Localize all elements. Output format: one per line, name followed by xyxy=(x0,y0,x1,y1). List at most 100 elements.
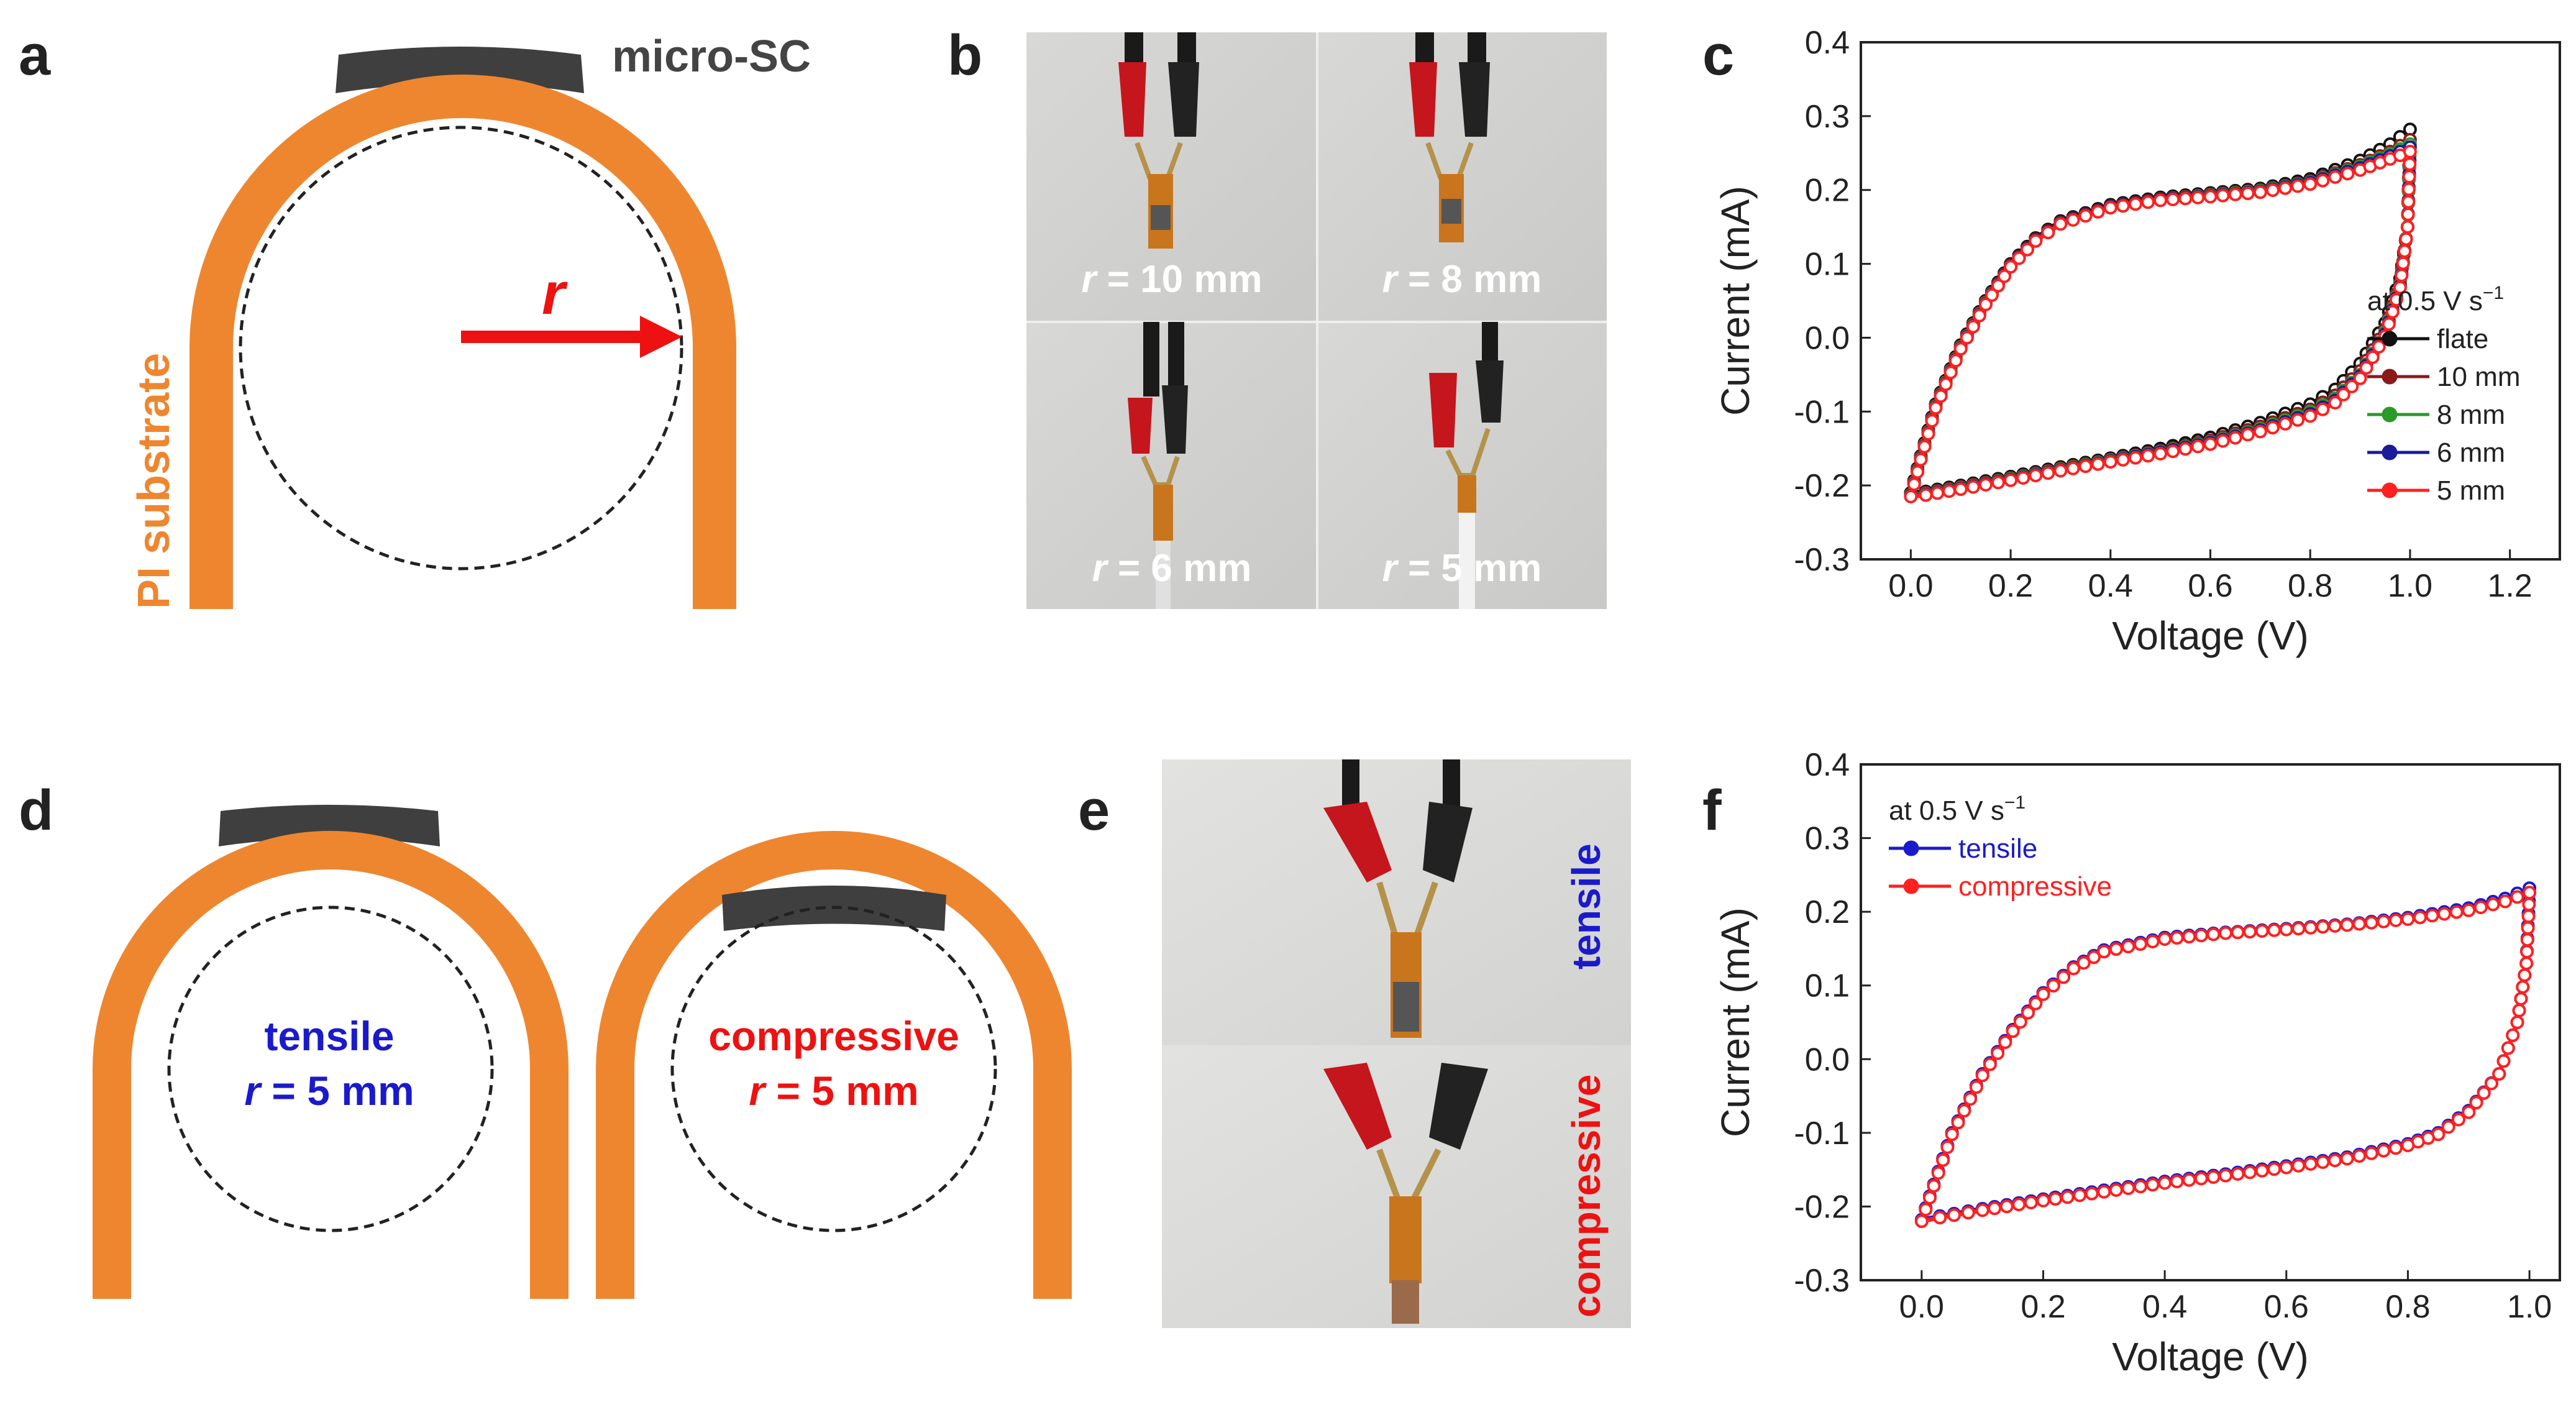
data-point xyxy=(2425,909,2439,923)
data-point xyxy=(2521,921,2535,935)
data-point xyxy=(2449,905,2464,919)
data-point xyxy=(2399,232,2413,246)
data-point xyxy=(2066,461,2080,475)
data-point xyxy=(2462,903,2476,917)
y-tick-label: 0.1 xyxy=(1805,968,1850,1004)
data-point xyxy=(2372,340,2386,354)
data-point xyxy=(2109,942,2123,956)
data-point xyxy=(2060,1190,2075,1204)
y-tick-label: -0.3 xyxy=(1794,1263,1850,1299)
data-point xyxy=(2510,890,2524,904)
data-point xyxy=(1922,1191,1937,1205)
cv-chart-bending: 0.0 0.2 0.4 0.6 0.8 1.0 1.2 -0.3 -0.2 -0.1 0.0 0.1 0… xyxy=(1713,25,2561,658)
legend-marker xyxy=(2382,331,2398,347)
x-tick-label: 0.6 xyxy=(2264,1289,2309,1325)
data-point xyxy=(1966,480,1980,494)
data-point xyxy=(2216,188,2230,203)
data-point xyxy=(2521,909,2536,923)
data-point xyxy=(2441,1120,2455,1134)
x-tick-label: 0.2 xyxy=(2021,1289,2065,1325)
data-point xyxy=(2510,1015,2524,1029)
panel-label-e: e xyxy=(1078,779,1110,842)
data-point xyxy=(2403,144,2417,158)
data-point xyxy=(2279,1160,2293,1175)
data-point xyxy=(1929,401,1943,415)
data-point xyxy=(2091,204,2105,219)
data-point xyxy=(2316,402,2330,416)
data-point xyxy=(2053,217,2068,231)
data-point xyxy=(2036,1193,2050,1208)
panel-label-c: c xyxy=(1702,24,1734,87)
data-point xyxy=(2091,457,2105,471)
photo-b-2-label: r = 8 mm xyxy=(1382,258,1542,301)
data-point xyxy=(2253,424,2267,439)
data-point xyxy=(2352,917,2367,931)
x-tick-label: 0.6 xyxy=(2188,568,2232,604)
data-point xyxy=(2166,444,2180,459)
data-point xyxy=(2103,201,2117,215)
data-point xyxy=(2501,1041,2515,1055)
data-point xyxy=(2403,157,2417,172)
legend-item: 8 mm xyxy=(2367,400,2505,430)
data-point xyxy=(2178,442,2193,456)
data-point xyxy=(2231,1167,2245,1181)
panel-d: d tensile r = 5 mm compressive r = 5 mm xyxy=(19,779,1072,1299)
data-point xyxy=(2048,1192,2062,1206)
data-point xyxy=(2514,992,2528,1006)
data-point xyxy=(2097,945,2111,959)
data-point xyxy=(2158,932,2172,946)
radius-arrow xyxy=(461,316,682,358)
data-point xyxy=(2328,1153,2342,1168)
data-point xyxy=(2029,234,2043,248)
legend-label: tensile xyxy=(1958,833,2037,864)
panel-label-f: f xyxy=(1702,779,1722,842)
legend-label: compressive xyxy=(1958,871,2112,902)
photo-b-1-label: r = 10 mm xyxy=(1081,258,1262,301)
data-point xyxy=(2046,979,2060,993)
bend-radius-circle xyxy=(239,126,683,571)
data-point xyxy=(1978,297,1993,311)
data-point xyxy=(2385,305,2400,319)
data-point xyxy=(2377,914,2391,928)
data-point xyxy=(1978,478,1993,492)
data-point xyxy=(2484,1076,2498,1091)
data-point xyxy=(2129,197,2142,211)
data-point xyxy=(1985,288,1999,302)
data-point xyxy=(1925,414,1939,428)
data-point xyxy=(1919,1203,1933,1217)
data-point xyxy=(2097,1185,2111,1199)
legend-marker xyxy=(2382,482,2398,498)
data-point xyxy=(1921,426,1935,441)
x-tick-label: 1.2 xyxy=(2487,568,2532,604)
data-point xyxy=(1931,1166,1945,1180)
data-point xyxy=(2053,464,2068,478)
data-point xyxy=(2267,1162,2281,1176)
data-point xyxy=(2400,220,2414,234)
data-point xyxy=(2462,1105,2476,1119)
data-point xyxy=(2519,956,2534,971)
data-point xyxy=(2516,980,2530,994)
data-point xyxy=(2303,1157,2318,1171)
data-point xyxy=(2328,919,2342,933)
data-point xyxy=(2316,920,2330,934)
legend-label: flate xyxy=(2437,324,2488,354)
data-point xyxy=(1988,1201,2002,1216)
legend: at 0.5 V s−1 tensile compressive xyxy=(1889,792,2112,902)
tensile-substrate xyxy=(93,831,569,1299)
data-point xyxy=(2041,466,2055,480)
data-point xyxy=(1945,1127,1959,1142)
data-point xyxy=(1936,1153,1950,1167)
data-point xyxy=(2013,1015,2027,1029)
data-point xyxy=(2413,910,2427,925)
legend-title: at 0.5 V s−1 xyxy=(1889,792,2026,826)
data-point xyxy=(2103,455,2117,469)
photo-b-2-device xyxy=(1409,32,1490,242)
y-tick-label: 0.4 xyxy=(1805,25,1850,61)
photo-e-tensile-label: tensile xyxy=(1564,843,1609,969)
data-point xyxy=(2316,173,2330,188)
data-point xyxy=(2382,317,2396,331)
legend-item: compressive xyxy=(1889,871,2112,902)
legend-label: 6 mm xyxy=(2437,438,2505,468)
data-point xyxy=(1943,365,1958,380)
data-point xyxy=(1972,308,1986,323)
